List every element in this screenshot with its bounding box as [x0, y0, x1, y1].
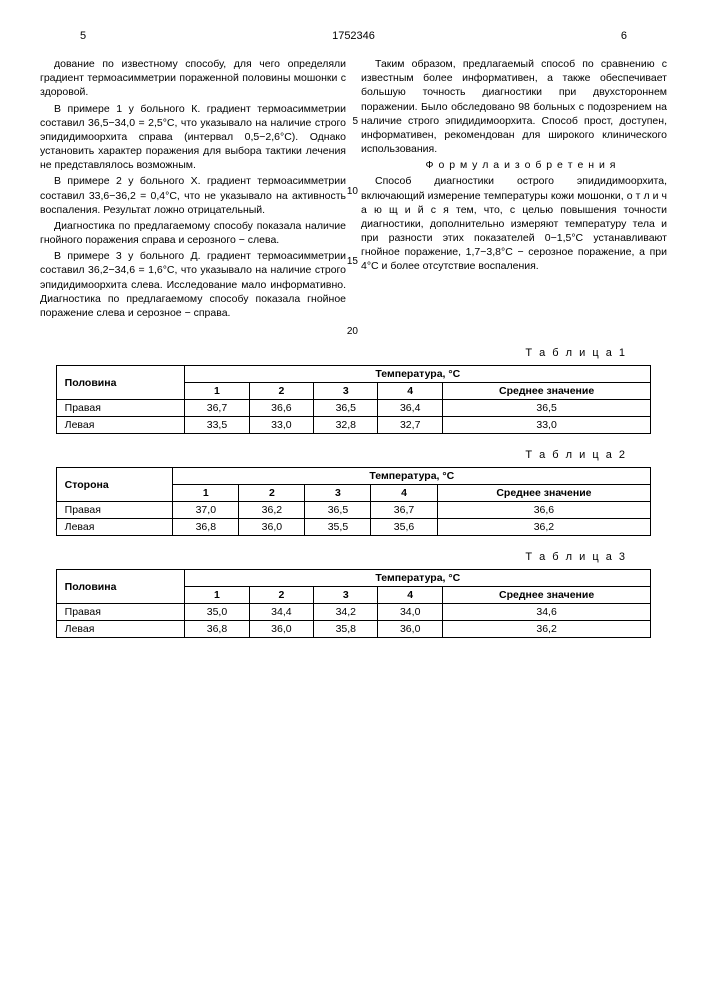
cell: 34,4 — [249, 604, 313, 621]
cell: 36,7 — [185, 400, 249, 417]
table-row: Правая 36,7 36,6 36,5 36,4 36,5 — [56, 400, 651, 417]
col-header: 3 — [314, 587, 378, 604]
line-number: 5 — [352, 115, 358, 129]
cell: 36,2 — [239, 502, 305, 519]
col-header: Среднее значение — [442, 383, 650, 400]
doc-number: 1752346 — [332, 30, 375, 42]
page-num-right: 6 — [621, 30, 627, 42]
cell: 36,6 — [249, 400, 313, 417]
col-header: Сторона — [56, 468, 173, 502]
table-row: Левая 36,8 36,0 35,8 36,0 36,2 — [56, 621, 651, 638]
col-header: 1 — [173, 485, 239, 502]
col-header: 3 — [305, 485, 371, 502]
table-2: Сторона Температура, °C 1 2 3 4 Среднее … — [56, 467, 652, 536]
row-label: Левая — [56, 417, 185, 434]
temp-header: Температура, °C — [185, 570, 651, 587]
col-header: Среднее значение — [442, 587, 650, 604]
temp-header: Температура, °C — [173, 468, 651, 485]
text-columns: дование по известному способу, для чего … — [40, 57, 667, 322]
col-header: 4 — [378, 383, 442, 400]
cell: 36,8 — [173, 519, 239, 536]
cell: 32,8 — [314, 417, 378, 434]
temp-header: Температура, °C — [185, 366, 651, 383]
cell: 36,2 — [442, 621, 650, 638]
table-row: Правая 37,0 36,2 36,5 36,7 36,6 — [56, 502, 651, 519]
cell: 34,6 — [442, 604, 650, 621]
col-header: 2 — [249, 587, 313, 604]
cell: 35,6 — [371, 519, 437, 536]
cell: 33,0 — [442, 417, 650, 434]
col-header: 2 — [239, 485, 305, 502]
table-row: Левая 33,5 33,0 32,8 32,7 33,0 — [56, 417, 651, 434]
cell: 36,4 — [378, 400, 442, 417]
table3-label: Т а б л и ц а 3 — [40, 551, 627, 563]
cell: 35,5 — [305, 519, 371, 536]
cell: 34,0 — [378, 604, 442, 621]
cell: 37,0 — [173, 502, 239, 519]
cell: 36,0 — [249, 621, 313, 638]
para: Диагностика по предлагаемому способу пок… — [40, 219, 346, 247]
cell: 35,0 — [185, 604, 249, 621]
para: В примере 1 у больного К. градиент термо… — [40, 102, 346, 173]
cell: 36,7 — [371, 502, 437, 519]
cell: 36,0 — [378, 621, 442, 638]
cell: 36,5 — [305, 502, 371, 519]
para: Таким образом, предлагаемый способ по ср… — [361, 57, 667, 156]
page-header: 5 1752346 6 — [40, 30, 667, 42]
table-3: Половина Температура, °C 1 2 3 4 Среднее… — [56, 569, 652, 638]
table-row: Левая 36,8 36,0 35,5 35,6 36,2 — [56, 519, 651, 536]
cell: 36,5 — [442, 400, 650, 417]
cell: 36,2 — [437, 519, 651, 536]
table-row: Правая 35,0 34,4 34,2 34,0 34,6 — [56, 604, 651, 621]
cell: 35,8 — [314, 621, 378, 638]
page-num-left: 5 — [80, 30, 86, 42]
line-number: 15 — [347, 255, 358, 269]
cell: 36,5 — [314, 400, 378, 417]
right-column: Таким образом, предлагаемый способ по ср… — [361, 57, 667, 322]
cell: 33,0 — [249, 417, 313, 434]
cell: 33,5 — [185, 417, 249, 434]
col-header: 1 — [185, 383, 249, 400]
cell: 36,8 — [185, 621, 249, 638]
cell: 34,2 — [314, 604, 378, 621]
col-header: 3 — [314, 383, 378, 400]
table1-label: Т а б л и ц а 1 — [40, 347, 627, 359]
para: В примере 3 у больного Д. градиент термо… — [40, 249, 346, 320]
cell: 32,7 — [378, 417, 442, 434]
left-column: дование по известному способу, для чего … — [40, 57, 346, 322]
col-header: 2 — [249, 383, 313, 400]
col-header: 4 — [378, 587, 442, 604]
row-label: Левая — [56, 621, 185, 638]
col-header: Среднее значение — [437, 485, 651, 502]
row-label: Правая — [56, 604, 185, 621]
table-1: Половина Температура, °C 1 2 3 4 Среднее… — [56, 365, 652, 434]
table2-label: Т а б л и ц а 2 — [40, 449, 627, 461]
col-header: Половина — [56, 570, 185, 604]
cell: 36,0 — [239, 519, 305, 536]
row-label: Правая — [56, 502, 173, 519]
col-header: 4 — [371, 485, 437, 502]
col-header: Половина — [56, 366, 185, 400]
line-number: 10 — [347, 185, 358, 199]
formula-title: Ф о р м у л а и з о б р е т е н и я — [361, 158, 667, 172]
para: Способ диагностики острого эпидидимоорхи… — [361, 174, 667, 273]
para: В примере 2 у больного Х. градиент термо… — [40, 174, 346, 217]
row-label: Правая — [56, 400, 185, 417]
line-number: 20 — [347, 325, 358, 339]
row-label: Левая — [56, 519, 173, 536]
para: дование по известному способу, для чего … — [40, 57, 346, 100]
col-header: 1 — [185, 587, 249, 604]
cell: 36,6 — [437, 502, 651, 519]
